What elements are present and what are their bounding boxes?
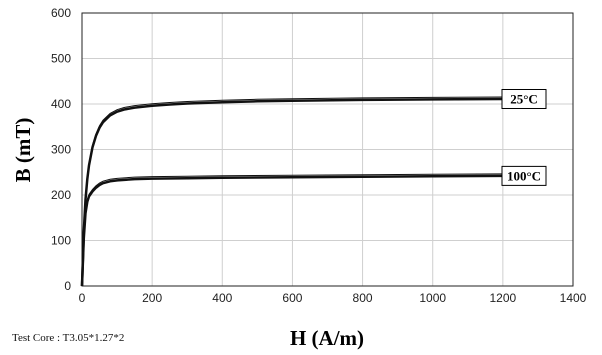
x-tick-label: 1200	[490, 291, 517, 305]
x-tick-label: 600	[282, 291, 302, 305]
x-axis-title: H (A/m)	[290, 326, 364, 350]
plot-area-frame	[81, 12, 574, 287]
series-line-trace	[81, 173, 503, 285]
x-tick-label: 200	[142, 291, 162, 305]
series-labels: 25°C 100°C	[501, 88, 547, 186]
x-tick-label: 800	[353, 291, 373, 305]
y-tick-label: 100	[51, 234, 71, 248]
y-axis-ticks: 0 100 200 300 400 500 600	[51, 6, 71, 293]
y-axis-title: B (mT)	[11, 118, 35, 183]
y-tick-label: 300	[51, 143, 71, 157]
series-label-box	[501, 88, 547, 109]
x-tick-label: 1000	[419, 291, 446, 305]
series-label-box	[501, 165, 547, 186]
series-line-trace	[81, 96, 503, 285]
x-tick-label: 0	[79, 291, 86, 305]
series-label: 25°C	[510, 91, 538, 106]
series-label: 100°C	[507, 168, 541, 183]
series-lines	[80, 96, 503, 287]
y-tick-label: 600	[51, 6, 71, 20]
y-tick-label: 200	[51, 188, 71, 202]
y-tick-label: 400	[51, 97, 71, 111]
x-tick-label: 1400	[560, 291, 587, 305]
y-tick-label: 0	[64, 279, 71, 293]
x-tick-label: 400	[212, 291, 232, 305]
test-core-footnote: Test Core : T3.05*1.27*2	[12, 332, 125, 344]
x-axis-ticks: 0 200 400 600 800 1000 1200 1400	[79, 291, 587, 305]
grid-lines	[82, 13, 573, 286]
y-tick-label: 500	[51, 52, 71, 66]
